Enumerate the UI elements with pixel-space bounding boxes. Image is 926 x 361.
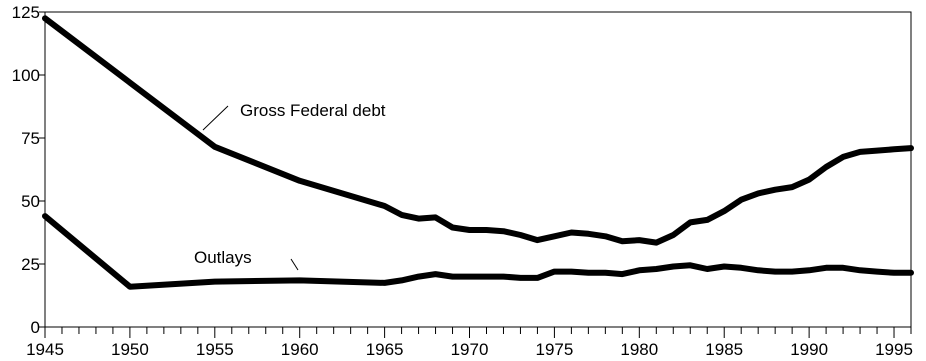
series-lines [42,15,914,290]
plot-frame [44,11,912,328]
debt-annotation-leader [202,105,229,131]
outlays-line [42,213,914,290]
ticks: 0 25 50 75 100 125 1945 1950 1955 1960 1965 1970 197… [12,3,913,359]
x-tick-label: 1945 [26,340,64,359]
y-tick-label: 0 [31,318,40,337]
x-tick-label: 1995 [875,340,913,359]
x-tick-label: 1955 [196,340,234,359]
x-tick-label: 1990 [790,340,828,359]
y-tick-label: 75 [21,129,40,148]
outlays-annotation-label: Outlays [194,248,252,267]
y-tick-label: 100 [12,66,40,85]
annotations: Gross Federal debt Outlays [194,101,386,271]
x-tick-label: 1965 [366,340,404,359]
x-tick-label: 1950 [111,340,149,359]
debt-annotation-label: Gross Federal debt [240,101,386,120]
gross-federal-debt-line [42,15,914,246]
axes [44,11,912,328]
y-tick-label: 50 [21,192,40,211]
x-tick-label: 1960 [281,340,319,359]
outlays-annotation-leader [290,258,299,271]
y-tick-label: 125 [12,3,40,22]
x-tick-label: 1975 [535,340,573,359]
y-tick-label: 25 [21,255,40,274]
x-tick-label: 1970 [451,340,489,359]
x-tick-label: 1980 [620,340,658,359]
x-tick-label: 1985 [705,340,743,359]
